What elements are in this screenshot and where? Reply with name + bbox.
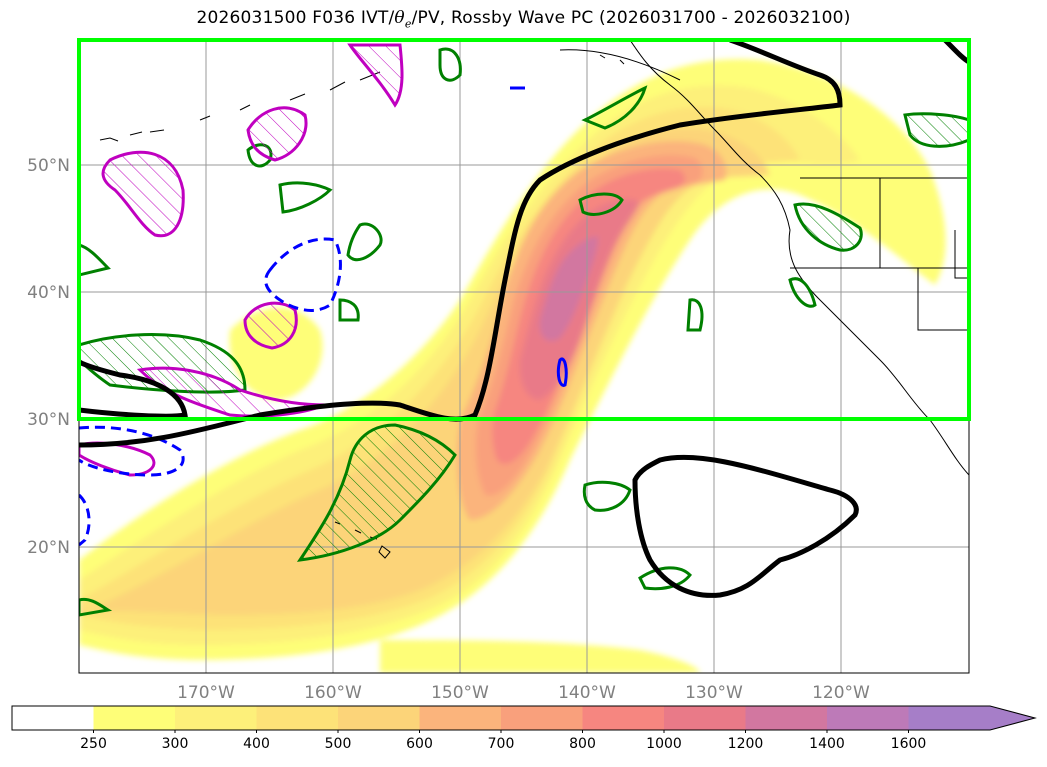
lat-label-20: 20°N xyxy=(27,538,70,558)
lon-labels: 170°W 160°W 150°W 140°W 130°W 120°W xyxy=(177,683,870,703)
rossby-high-trough xyxy=(632,454,859,598)
colorbar-tick-label: 300 xyxy=(162,736,189,752)
title-suffix: /PV, Rossby Wave PC (2026031700 - 202603… xyxy=(411,8,851,28)
green-small-15 xyxy=(79,597,113,617)
colorbar-segment xyxy=(12,706,94,730)
colorbar-tick-label: 500 xyxy=(325,736,352,752)
colorbar-segment xyxy=(664,706,746,730)
green-hatched-south xyxy=(296,423,457,562)
gridlines xyxy=(79,40,969,673)
green-small-12 xyxy=(338,298,360,322)
colorbar-tick-label: 800 xyxy=(569,736,596,752)
green-small-4 xyxy=(686,298,704,332)
colorbar-segment xyxy=(419,706,502,730)
colorbar-tick-label: 400 xyxy=(243,736,270,752)
colorbar-tick-label: 600 xyxy=(406,736,433,752)
aleutians xyxy=(99,71,381,142)
colorbar-outline xyxy=(11,705,1037,731)
colorbar-tick-label: 250 xyxy=(80,736,107,752)
colorbar-segment xyxy=(827,706,909,730)
green-small-10 xyxy=(581,85,648,130)
lon-label-120w: 120°W xyxy=(812,683,870,703)
theta-symbol: θe xyxy=(394,8,412,31)
green-small-14 xyxy=(79,243,111,277)
colorbar-segment xyxy=(256,706,339,730)
green-small-13 xyxy=(278,181,333,214)
rossby-wave-pc xyxy=(79,40,969,598)
title-prefix: 2026031500 F036 IVT/ xyxy=(196,8,395,28)
blue-dashed-contours xyxy=(79,237,342,547)
lon-label-150w: 150°W xyxy=(431,683,489,703)
lon-label-140w: 140°W xyxy=(558,683,616,703)
colorbar-segment xyxy=(582,706,665,730)
ivt-1000 xyxy=(519,199,640,400)
ivt-shading xyxy=(79,59,946,673)
lat-label-30: 30°N xyxy=(27,410,70,430)
colorbar-tick-label: 700 xyxy=(488,736,515,752)
colorbar-segment xyxy=(175,706,257,730)
green-small-6 xyxy=(788,277,817,308)
colorbar-tick-label: 1200 xyxy=(728,736,764,752)
colorbar-segment xyxy=(338,706,420,730)
lon-label-170w: 170°W xyxy=(177,683,235,703)
colorbar-tick-label: 1000 xyxy=(646,736,682,752)
blue-dashed-1 xyxy=(264,237,342,312)
green-small-1 xyxy=(582,480,632,512)
colorbar-segment xyxy=(745,706,828,730)
lat-label-50: 50°N xyxy=(27,156,70,176)
colorbar-segment xyxy=(93,706,176,730)
colorbar-segment xyxy=(501,706,583,730)
lat-label-40: 40°N xyxy=(27,283,70,303)
magenta-hatched-4 xyxy=(246,106,308,162)
coastlines xyxy=(99,40,969,559)
colorbar-extend-arrow xyxy=(908,706,1035,730)
blue-solid-contours xyxy=(510,86,568,387)
green-small-8 xyxy=(438,47,462,82)
lat-labels: 50°N 40°N 30°N 20°N xyxy=(27,156,70,558)
green-small-3 xyxy=(578,192,624,216)
ivt-1200 xyxy=(539,236,598,341)
magenta-hatched-5 xyxy=(243,301,298,350)
green-small-9 xyxy=(903,112,969,148)
us-borders xyxy=(790,177,969,331)
blue-solid-1 xyxy=(556,357,568,387)
colorbar-tick-label: 1600 xyxy=(891,736,927,752)
colorbar: 250 300 400 500 600 700 800 1000 1200 1400 1600 xyxy=(11,705,1037,752)
map-content xyxy=(79,40,969,673)
alaska-coast xyxy=(559,49,681,81)
blue-dashed-3 xyxy=(79,493,91,547)
lon-label-160w: 160°W xyxy=(304,683,362,703)
colorbar-tick-label: 1400 xyxy=(809,736,845,752)
chart-title: 2026031500 F036 IVT/θe/PV, Rossby Wave P… xyxy=(0,8,1047,30)
highlight-box xyxy=(77,38,971,421)
green-small-7 xyxy=(346,222,383,262)
green-small-5 xyxy=(793,202,863,252)
magenta-hatched-1 xyxy=(101,150,185,238)
rossby-main-ridge xyxy=(79,40,843,448)
blue-dashed-2 xyxy=(79,425,185,477)
magenta-hatched-3 xyxy=(347,43,404,108)
rossby-west-loop xyxy=(79,359,188,419)
lon-label-130w: 130°W xyxy=(685,683,743,703)
north-america-coast xyxy=(629,40,969,476)
